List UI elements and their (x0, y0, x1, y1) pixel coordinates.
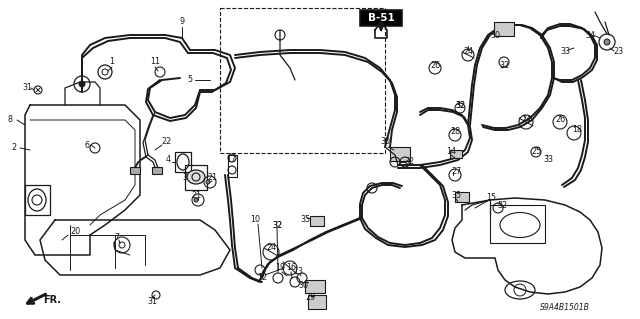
Bar (494, 22, 514, 36)
Text: 31: 31 (22, 84, 32, 93)
Text: 32: 32 (455, 100, 465, 109)
Text: 23: 23 (613, 48, 623, 56)
Text: 28: 28 (450, 128, 460, 137)
Bar (455, 192, 469, 202)
Circle shape (604, 39, 610, 45)
Text: 14: 14 (446, 147, 456, 157)
Text: 10: 10 (250, 216, 260, 225)
Bar (308, 295, 326, 309)
Bar (220, 8, 385, 153)
Text: 35: 35 (300, 216, 310, 225)
Text: 13: 13 (293, 268, 303, 277)
Text: 30: 30 (490, 31, 500, 40)
Text: 19: 19 (275, 263, 285, 272)
Text: 32: 32 (499, 61, 509, 70)
Text: 27: 27 (451, 167, 461, 176)
Text: 32: 32 (455, 100, 465, 109)
Text: 33: 33 (543, 155, 553, 165)
Text: 20: 20 (70, 227, 80, 236)
Text: 7: 7 (115, 233, 120, 241)
Text: 29: 29 (306, 293, 316, 302)
Text: 32: 32 (272, 220, 282, 229)
Text: 32: 32 (404, 158, 414, 167)
Text: 31: 31 (147, 298, 157, 307)
Text: 6: 6 (84, 140, 90, 150)
Text: 16: 16 (286, 263, 296, 272)
Ellipse shape (187, 170, 205, 184)
Bar (310, 216, 324, 226)
Text: 8: 8 (8, 115, 13, 124)
Text: 24: 24 (521, 115, 531, 124)
Text: 24: 24 (463, 48, 473, 56)
Text: 26: 26 (555, 115, 565, 124)
Bar (228, 155, 237, 177)
Circle shape (194, 198, 198, 202)
Text: 32: 32 (272, 220, 282, 229)
Text: 22: 22 (161, 137, 171, 146)
Text: 17: 17 (226, 155, 236, 165)
Bar (185, 165, 207, 190)
Text: 11: 11 (150, 57, 160, 66)
Text: 2: 2 (12, 144, 17, 152)
Circle shape (206, 180, 210, 184)
Text: 9: 9 (179, 18, 184, 26)
Text: 26: 26 (430, 61, 440, 70)
Circle shape (79, 81, 85, 87)
Bar (490, 205, 545, 243)
Text: 15: 15 (486, 192, 496, 202)
Text: 18: 18 (572, 125, 582, 135)
Bar (175, 152, 191, 172)
Text: 21: 21 (191, 191, 201, 201)
Bar (152, 167, 162, 174)
Text: FR.: FR. (43, 295, 61, 305)
Bar (450, 150, 462, 158)
Text: 12: 12 (257, 273, 267, 283)
Text: 32: 32 (497, 201, 507, 210)
Text: 5: 5 (188, 76, 193, 85)
Bar (390, 147, 410, 161)
Text: 30: 30 (380, 137, 390, 146)
Text: 4: 4 (166, 155, 170, 165)
Text: 34: 34 (585, 31, 595, 40)
Text: 1: 1 (109, 57, 115, 66)
Text: 21: 21 (207, 174, 217, 182)
Bar (360, 10, 402, 26)
Text: 25: 25 (531, 147, 541, 157)
Text: S9A4B1501B: S9A4B1501B (540, 303, 590, 313)
Text: 3: 3 (182, 173, 188, 182)
Bar (305, 280, 325, 293)
Text: B-51: B-51 (367, 13, 394, 23)
Text: 24: 24 (266, 243, 276, 253)
Bar (130, 167, 140, 174)
Text: 33: 33 (560, 48, 570, 56)
Text: 35: 35 (451, 190, 461, 199)
Text: 30: 30 (298, 281, 308, 291)
